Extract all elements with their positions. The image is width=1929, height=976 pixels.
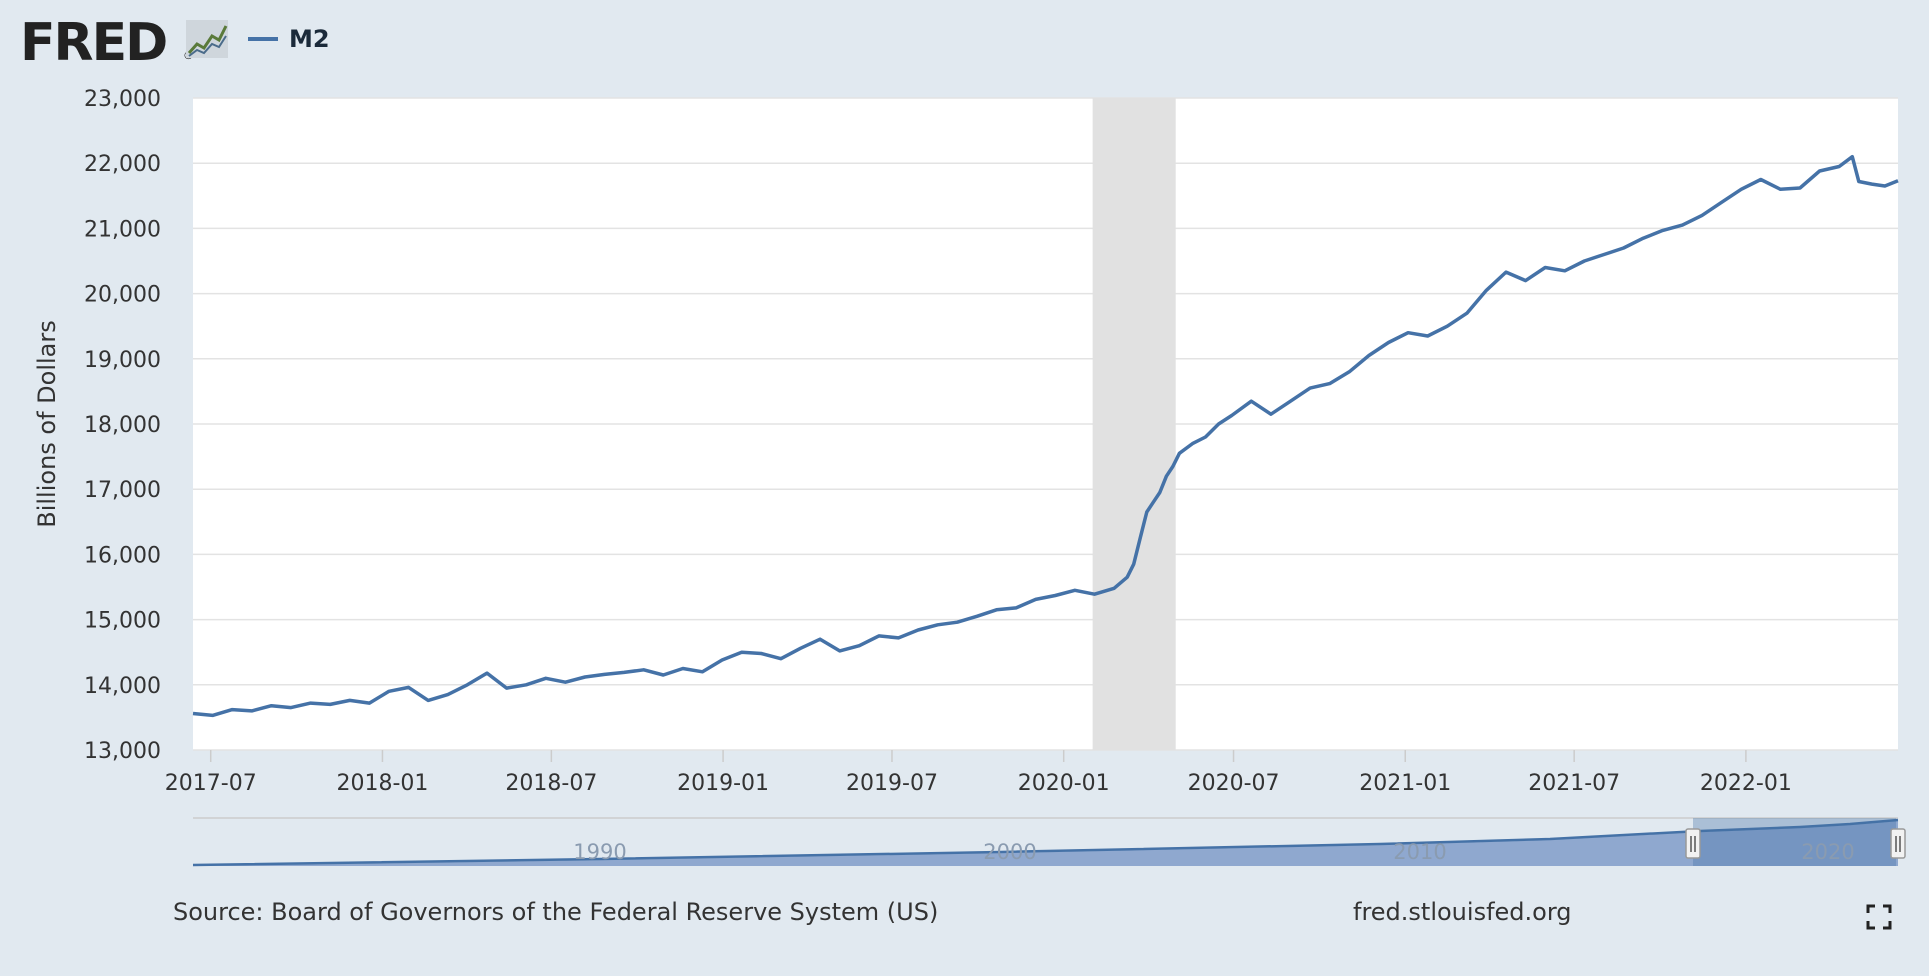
navigator-handle-right[interactable] xyxy=(1890,828,1906,859)
y-tick-label: 14,000 xyxy=(84,674,161,699)
y-tick-label: 19,000 xyxy=(84,348,161,373)
navigator-year-label: 2000 xyxy=(983,840,1036,864)
fullscreen-icon[interactable] xyxy=(1866,904,1892,930)
y-tick-label: 20,000 xyxy=(84,283,161,308)
x-axis-ticks: 2017-07 2018-01 2018-07 2019-01 2019-07 2020-… xyxy=(165,750,1792,796)
y-tick-label: 13,000 xyxy=(84,739,161,764)
x-tick-label: 2020-01 xyxy=(1018,771,1110,796)
y-tick-label: 16,000 xyxy=(84,543,161,568)
site-link[interactable]: fred.stlouisfed.org xyxy=(1353,898,1572,926)
x-tick-label: 2017-07 xyxy=(165,771,257,796)
y-tick-label: 18,000 xyxy=(84,413,161,438)
x-tick-label: 2018-07 xyxy=(505,771,597,796)
line-graph-icon xyxy=(186,20,228,58)
source-note: Source: Board of Governors of the Federa… xyxy=(173,898,939,926)
x-tick-label: 2021-07 xyxy=(1528,771,1620,796)
x-tick-label: 2022-01 xyxy=(1700,771,1792,796)
y-axis-ticks: 13,000 14,000 15,000 16,000 17,000 18,000 19,0… xyxy=(84,87,161,764)
legend-label: M2 xyxy=(289,25,330,53)
recession-band xyxy=(1092,98,1176,750)
logo-text: FRED xyxy=(20,13,166,73)
y-tick-label: 17,000 xyxy=(84,478,161,503)
x-tick-label: 2019-01 xyxy=(677,771,769,796)
gridlines xyxy=(193,97,1898,751)
y-axis-label: Billions of Dollars xyxy=(33,320,61,528)
navigator-year-label: 1990 xyxy=(573,840,626,864)
navigator-series-line xyxy=(192,818,1899,867)
legend[interactable]: M2 xyxy=(248,25,330,53)
navigator-series-area xyxy=(193,821,1898,866)
x-tick-label: 2021-01 xyxy=(1359,771,1451,796)
series-line-m2[interactable] xyxy=(192,154,1899,718)
y-tick-label: 22,000 xyxy=(84,152,161,177)
x-tick-label: 2020-07 xyxy=(1188,771,1280,796)
y-tick-label: 15,000 xyxy=(84,609,161,634)
navigator[interactable]: 1990 2000 2010 2020 xyxy=(192,817,1906,867)
y-tick-label: 23,000 xyxy=(84,87,161,112)
fred-logo[interactable]: FRED ® xyxy=(20,13,228,73)
navigator-labels: 1990 2000 2010 2020 xyxy=(573,840,1854,864)
x-tick-label: 2019-07 xyxy=(846,771,938,796)
navigator-handle-left[interactable] xyxy=(1685,828,1701,859)
navigator-selected-range[interactable] xyxy=(1693,818,1896,866)
navigator-year-label: 2020 xyxy=(1801,840,1854,864)
y-tick-label: 21,000 xyxy=(84,217,161,242)
navigator-year-label: 2010 xyxy=(1393,840,1446,864)
x-tick-label: 2018-01 xyxy=(336,771,428,796)
